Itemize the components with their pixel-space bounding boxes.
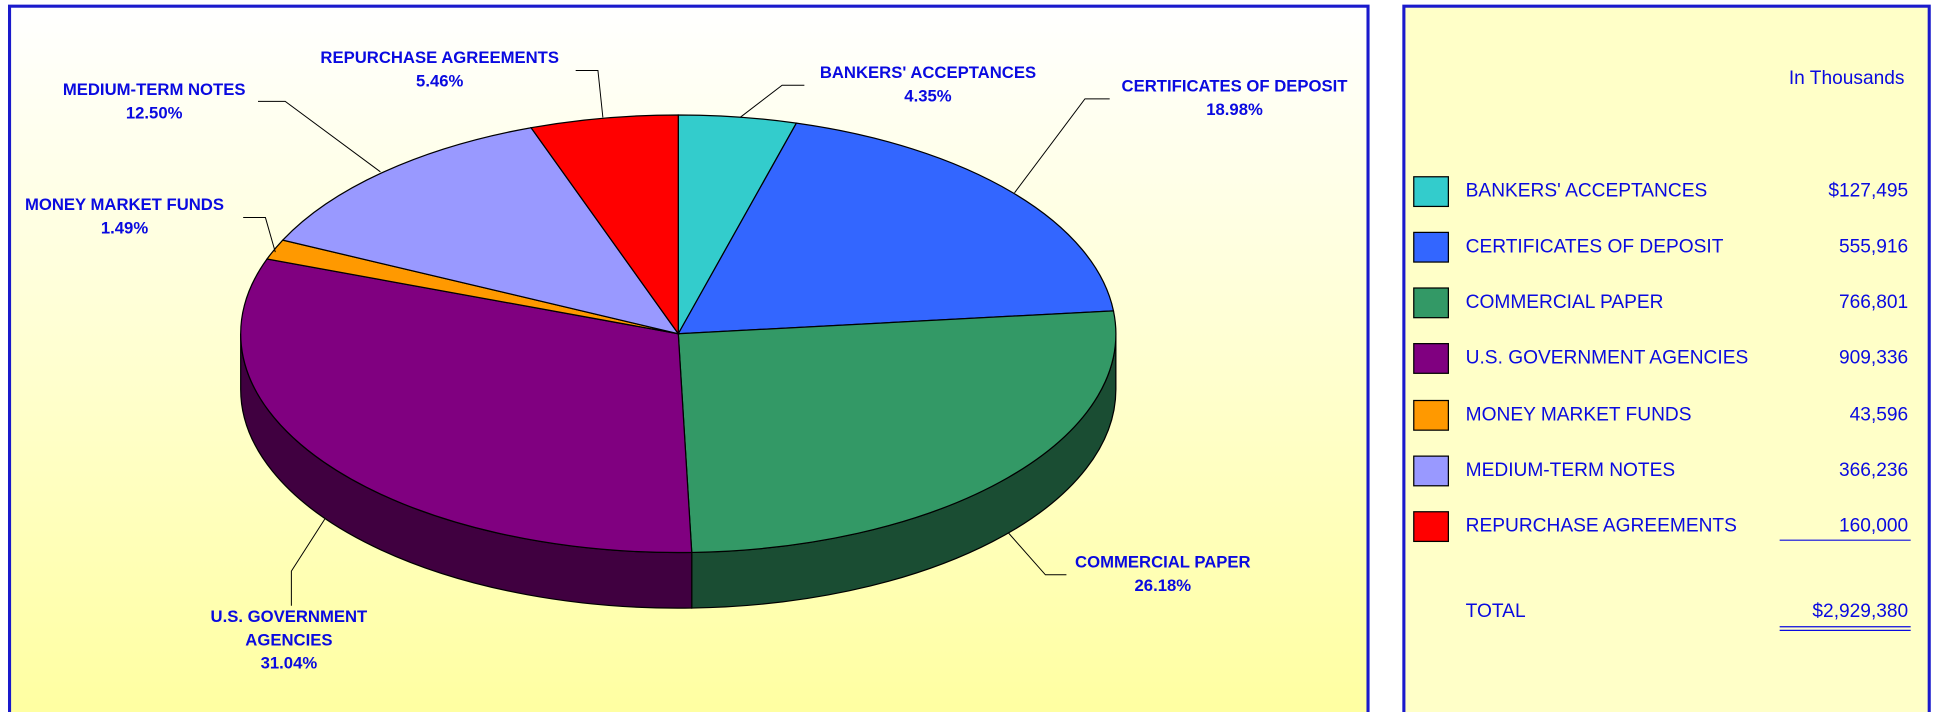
legend-amount: 366,236 [1839,460,1908,481]
legend-label: MEDIUM-TERM NOTES [1466,460,1675,481]
pie-slice [530,114,679,336]
legend-amount: 43,596 [1850,404,1909,425]
slice-percent: 5.46% [416,71,464,91]
slice-label: COMMERCIAL PAPER 26.18% [1002,550,1323,597]
slice-label: MEDIUM-TERM NOTES 12.50% [18,78,290,125]
pie-slice [240,258,693,554]
slice-label-box: MEDIUM-TERM NOTES 12.50% [18,78,290,125]
legend-swatch [1413,176,1449,208]
slice-name: COMMERCIAL PAPER [1075,552,1251,572]
slice-name: BANKERS' ACCEPTANCES [819,63,1037,82]
slice-percent: 18.98% [1206,100,1263,119]
legend-label: MONEY MARKET FUNDS [1466,404,1692,425]
leader-line [1007,532,1067,576]
leader-line [575,69,604,118]
legend-swatch [1413,343,1449,374]
legend-swatch [1413,511,1449,543]
pie-slice [677,122,1115,335]
pie-slice [677,310,1117,554]
legend-swatch [1413,287,1449,319]
total-value: $2,929,380 [1812,601,1908,622]
legend-amount: 555,916 [1839,236,1908,257]
unit-note: In Thousands [1789,68,1905,89]
slice-label-box: COMMERCIAL PAPER 26.18% [1002,550,1323,597]
pie-tops [240,114,1117,554]
leader-lines [243,69,1110,606]
legend-swatch [1413,399,1449,431]
leader-line [258,100,381,173]
total-label: TOTAL [1466,601,1526,622]
slice-name: U.S. GOVERNMENT AGENCIES [210,606,368,649]
slice-label-box: BANKERS' ACCEPTANCES 4.35% [767,61,1088,108]
legend-swatch [1413,455,1449,487]
leader-line [739,84,805,118]
legend-label: U.S. GOVERNMENT AGENCIES [1466,348,1749,369]
pie-slice [281,127,680,335]
slice-name: MONEY MARKET FUNDS [24,195,225,214]
leader-line [290,518,326,606]
leader-line [1014,98,1110,194]
slice-label: U.S. GOVERNMENT AGENCIES 31.04% [196,604,381,674]
legend-label: COMMERCIAL PAPER [1466,292,1664,313]
legend-swatch [1413,231,1449,263]
slice-labels: BANKERS' ACCEPTANCES 4.35% CERTIFICATES OF… [0,46,1395,674]
slice-label-box: MONEY MARKET FUNDS 1.49% [0,193,260,240]
legend-amount: 160,000 [1839,516,1908,537]
slice-name: MEDIUM-TERM NOTES [62,80,246,99]
slice-name: REPURCHASE AGREEMENTS [320,48,560,67]
slice-label-box: REPURCHASE AGREEMENTS 5.46% [279,46,600,93]
legend-amount: 766,801 [1839,292,1908,313]
legend-label: CERTIFICATES OF DEPOSIT [1466,236,1724,257]
slice-percent: 31.04% [260,653,318,673]
slice-label: BANKERS' ACCEPTANCES 4.35% [767,61,1088,108]
legend-label: BANKERS' ACCEPTANCES [1466,181,1708,202]
slice-percent: 26.18% [1134,576,1192,595]
legend-amount: $127,495 [1828,181,1908,202]
slice-percent: 12.50% [125,103,183,123]
legend-label: REPURCHASE AGREEMENTS [1466,516,1737,537]
slice-percent: 1.49% [100,218,149,238]
slice-label: REPURCHASE AGREEMENTS 5.46% [279,46,600,93]
legend-amount: 909,336 [1839,348,1908,369]
legend-panel [1402,4,1931,712]
slice-label: MONEY MARKET FUNDS 1.49% [0,193,260,240]
slice-name: CERTIFICATES OF DEPOSIT [1121,76,1348,96]
slice-label-box: CERTIFICATES OF DEPOSIT 18.98% [1074,74,1395,121]
slice-label-box: U.S. GOVERNMENT AGENCIES 31.04% [196,604,381,674]
legend: In Thousands TOTAL $2,929,380 BANKERS' A… [1413,68,1911,632]
slice-percent: 4.35% [904,86,952,106]
slice-label: CERTIFICATES OF DEPOSIT 18.98% [1074,74,1395,121]
leader-line [243,217,276,253]
